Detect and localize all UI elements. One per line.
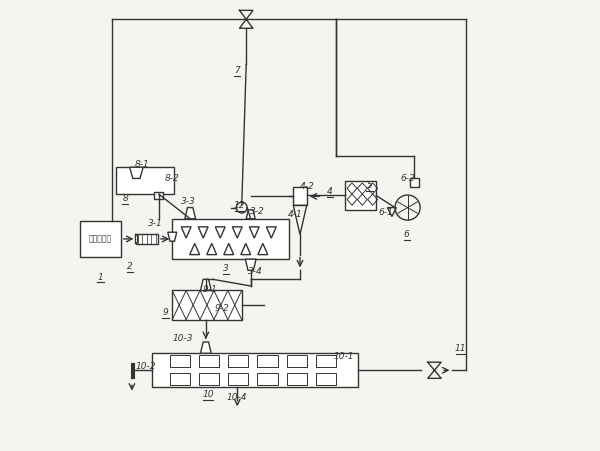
Bar xyxy=(287,355,307,367)
Text: 3-1: 3-1 xyxy=(148,219,163,228)
Bar xyxy=(316,373,336,385)
Bar xyxy=(80,221,121,257)
Text: 5: 5 xyxy=(367,181,373,190)
Text: 6: 6 xyxy=(404,230,410,239)
Text: 3-3: 3-3 xyxy=(181,197,196,206)
Text: 10-4: 10-4 xyxy=(227,393,247,402)
Text: 6-1: 6-1 xyxy=(379,207,394,216)
Bar xyxy=(136,234,158,244)
Text: 10-1: 10-1 xyxy=(334,352,354,361)
Polygon shape xyxy=(200,279,211,290)
Bar xyxy=(172,290,242,320)
Bar xyxy=(410,179,419,188)
Polygon shape xyxy=(245,259,256,270)
Polygon shape xyxy=(136,234,138,244)
Text: 蒸汽发生器: 蒸汽发生器 xyxy=(89,235,112,244)
Bar xyxy=(228,355,248,367)
Text: 11: 11 xyxy=(455,344,466,353)
Text: 4-2: 4-2 xyxy=(299,182,314,191)
Text: 4-1: 4-1 xyxy=(288,210,303,219)
Bar xyxy=(257,355,278,367)
Bar xyxy=(287,373,307,385)
Text: 9: 9 xyxy=(163,308,169,318)
Text: 3-2: 3-2 xyxy=(250,207,265,216)
Bar xyxy=(293,188,307,205)
Bar xyxy=(172,219,289,259)
Bar xyxy=(170,355,190,367)
Text: 2: 2 xyxy=(127,262,133,271)
Bar xyxy=(199,373,220,385)
Polygon shape xyxy=(246,210,255,219)
Polygon shape xyxy=(185,207,196,219)
Text: 10-2: 10-2 xyxy=(135,362,155,371)
Bar xyxy=(154,192,163,198)
Text: 3-4: 3-4 xyxy=(248,267,263,276)
Text: 7: 7 xyxy=(235,66,240,75)
Text: 8-2: 8-2 xyxy=(165,174,179,183)
Text: 1: 1 xyxy=(98,272,103,281)
Bar xyxy=(170,373,190,385)
Bar xyxy=(199,355,220,367)
Bar xyxy=(316,355,336,367)
Text: 6-2: 6-2 xyxy=(400,174,415,183)
Text: 12: 12 xyxy=(234,201,245,210)
Polygon shape xyxy=(200,342,211,353)
Text: 9-1: 9-1 xyxy=(203,285,218,294)
Text: 8-1: 8-1 xyxy=(135,160,149,169)
Bar xyxy=(152,353,358,387)
Text: 8: 8 xyxy=(122,194,128,203)
Text: 10: 10 xyxy=(202,391,214,400)
Text: 3: 3 xyxy=(223,264,229,273)
Bar xyxy=(345,181,376,210)
Polygon shape xyxy=(168,232,177,241)
Text: 9-2: 9-2 xyxy=(214,304,229,313)
Text: 10-3: 10-3 xyxy=(172,334,193,343)
Bar xyxy=(116,167,175,194)
Bar xyxy=(228,373,248,385)
Text: 4: 4 xyxy=(327,187,333,196)
Bar xyxy=(257,373,278,385)
Polygon shape xyxy=(130,167,143,179)
